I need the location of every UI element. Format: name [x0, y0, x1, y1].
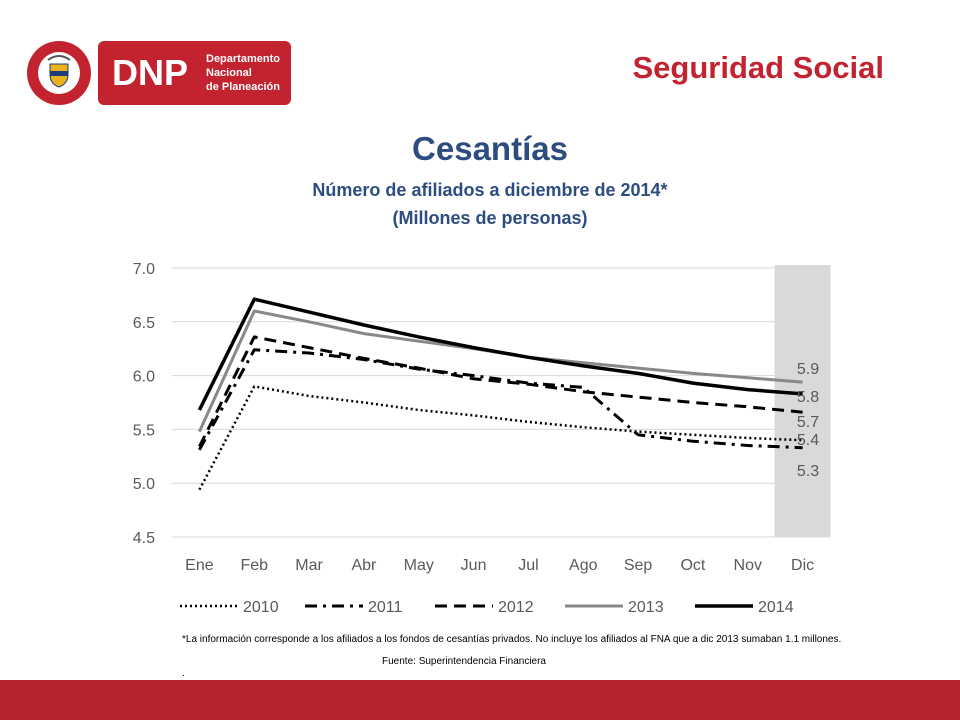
- x-tick-label: Nov: [734, 557, 762, 574]
- series-line-2011: [198, 348, 803, 451]
- footnote: *La información corresponde a los afilia…: [182, 634, 842, 645]
- legend-label-2010: 2010: [243, 599, 279, 616]
- x-tick-label: Sep: [624, 557, 653, 574]
- x-tick-label: Mar: [295, 557, 323, 574]
- logo-text: DNP: [112, 52, 188, 93]
- chart-subtitle: Número de afiliados a diciembre de 2014*…: [0, 176, 960, 232]
- y-tick-label: 6.5: [133, 315, 155, 332]
- x-tick-label: Feb: [240, 557, 268, 574]
- end-value-label: 5.9: [797, 361, 819, 378]
- chart-subtitle-line2: (Millones de personas): [392, 208, 588, 228]
- y-tick-label: 6.0: [133, 369, 155, 386]
- end-value-label: 5.4: [797, 432, 819, 449]
- legend-label-2011: 2011: [368, 599, 403, 616]
- series-line-2013: [198, 309, 803, 433]
- x-tick-label: Abr: [351, 557, 377, 574]
- logo-sub-1: Departamento: [206, 53, 280, 65]
- x-tick-label: Ago: [569, 557, 598, 574]
- x-tick-label: Ene: [185, 557, 214, 574]
- y-tick-label: 7.0: [133, 261, 155, 278]
- end-value-label: 5.8: [797, 389, 819, 406]
- y-tick-label: 4.5: [133, 530, 155, 547]
- section-title: Seguridad Social: [632, 50, 884, 85]
- chart-title: Cesantías: [412, 130, 568, 167]
- logo-sub-2: Nacional: [206, 67, 252, 79]
- x-tick-label: May: [404, 557, 434, 574]
- legend-label-2014: 2014: [758, 599, 794, 616]
- series-line-2012: [198, 335, 803, 448]
- bottom-bar: [0, 680, 960, 720]
- dnp-logo: DNP Departamento Nacional de Planeación: [27, 41, 291, 105]
- highlight-band: [774, 265, 831, 537]
- end-value-label: 5.7: [797, 414, 819, 431]
- y-tick-label: 5.0: [133, 476, 155, 493]
- legend-label-2013: 2013: [628, 599, 664, 616]
- x-tick-label: Oct: [680, 557, 705, 574]
- x-tick-label: Jul: [518, 557, 538, 574]
- logo-badge: [98, 41, 291, 105]
- series-line-2010: [198, 385, 803, 491]
- trailing-mark: .: [182, 668, 185, 679]
- series-line-2014: [197, 297, 803, 411]
- colombia-seal-icon: [27, 41, 91, 105]
- end-value-label: 5.3: [797, 463, 819, 480]
- logo-sub-3: de Planeación: [206, 81, 280, 93]
- y-tick-label: 5.5: [133, 422, 155, 439]
- legend-label-2012: 2012: [498, 599, 534, 616]
- x-tick-label: Dic: [791, 557, 814, 574]
- chart-subtitle-line1: Número de afiliados a diciembre de 2014*: [312, 180, 668, 200]
- source-note: Fuente: Superintendencia Financiera: [382, 656, 546, 667]
- x-tick-label: Jun: [461, 557, 487, 574]
